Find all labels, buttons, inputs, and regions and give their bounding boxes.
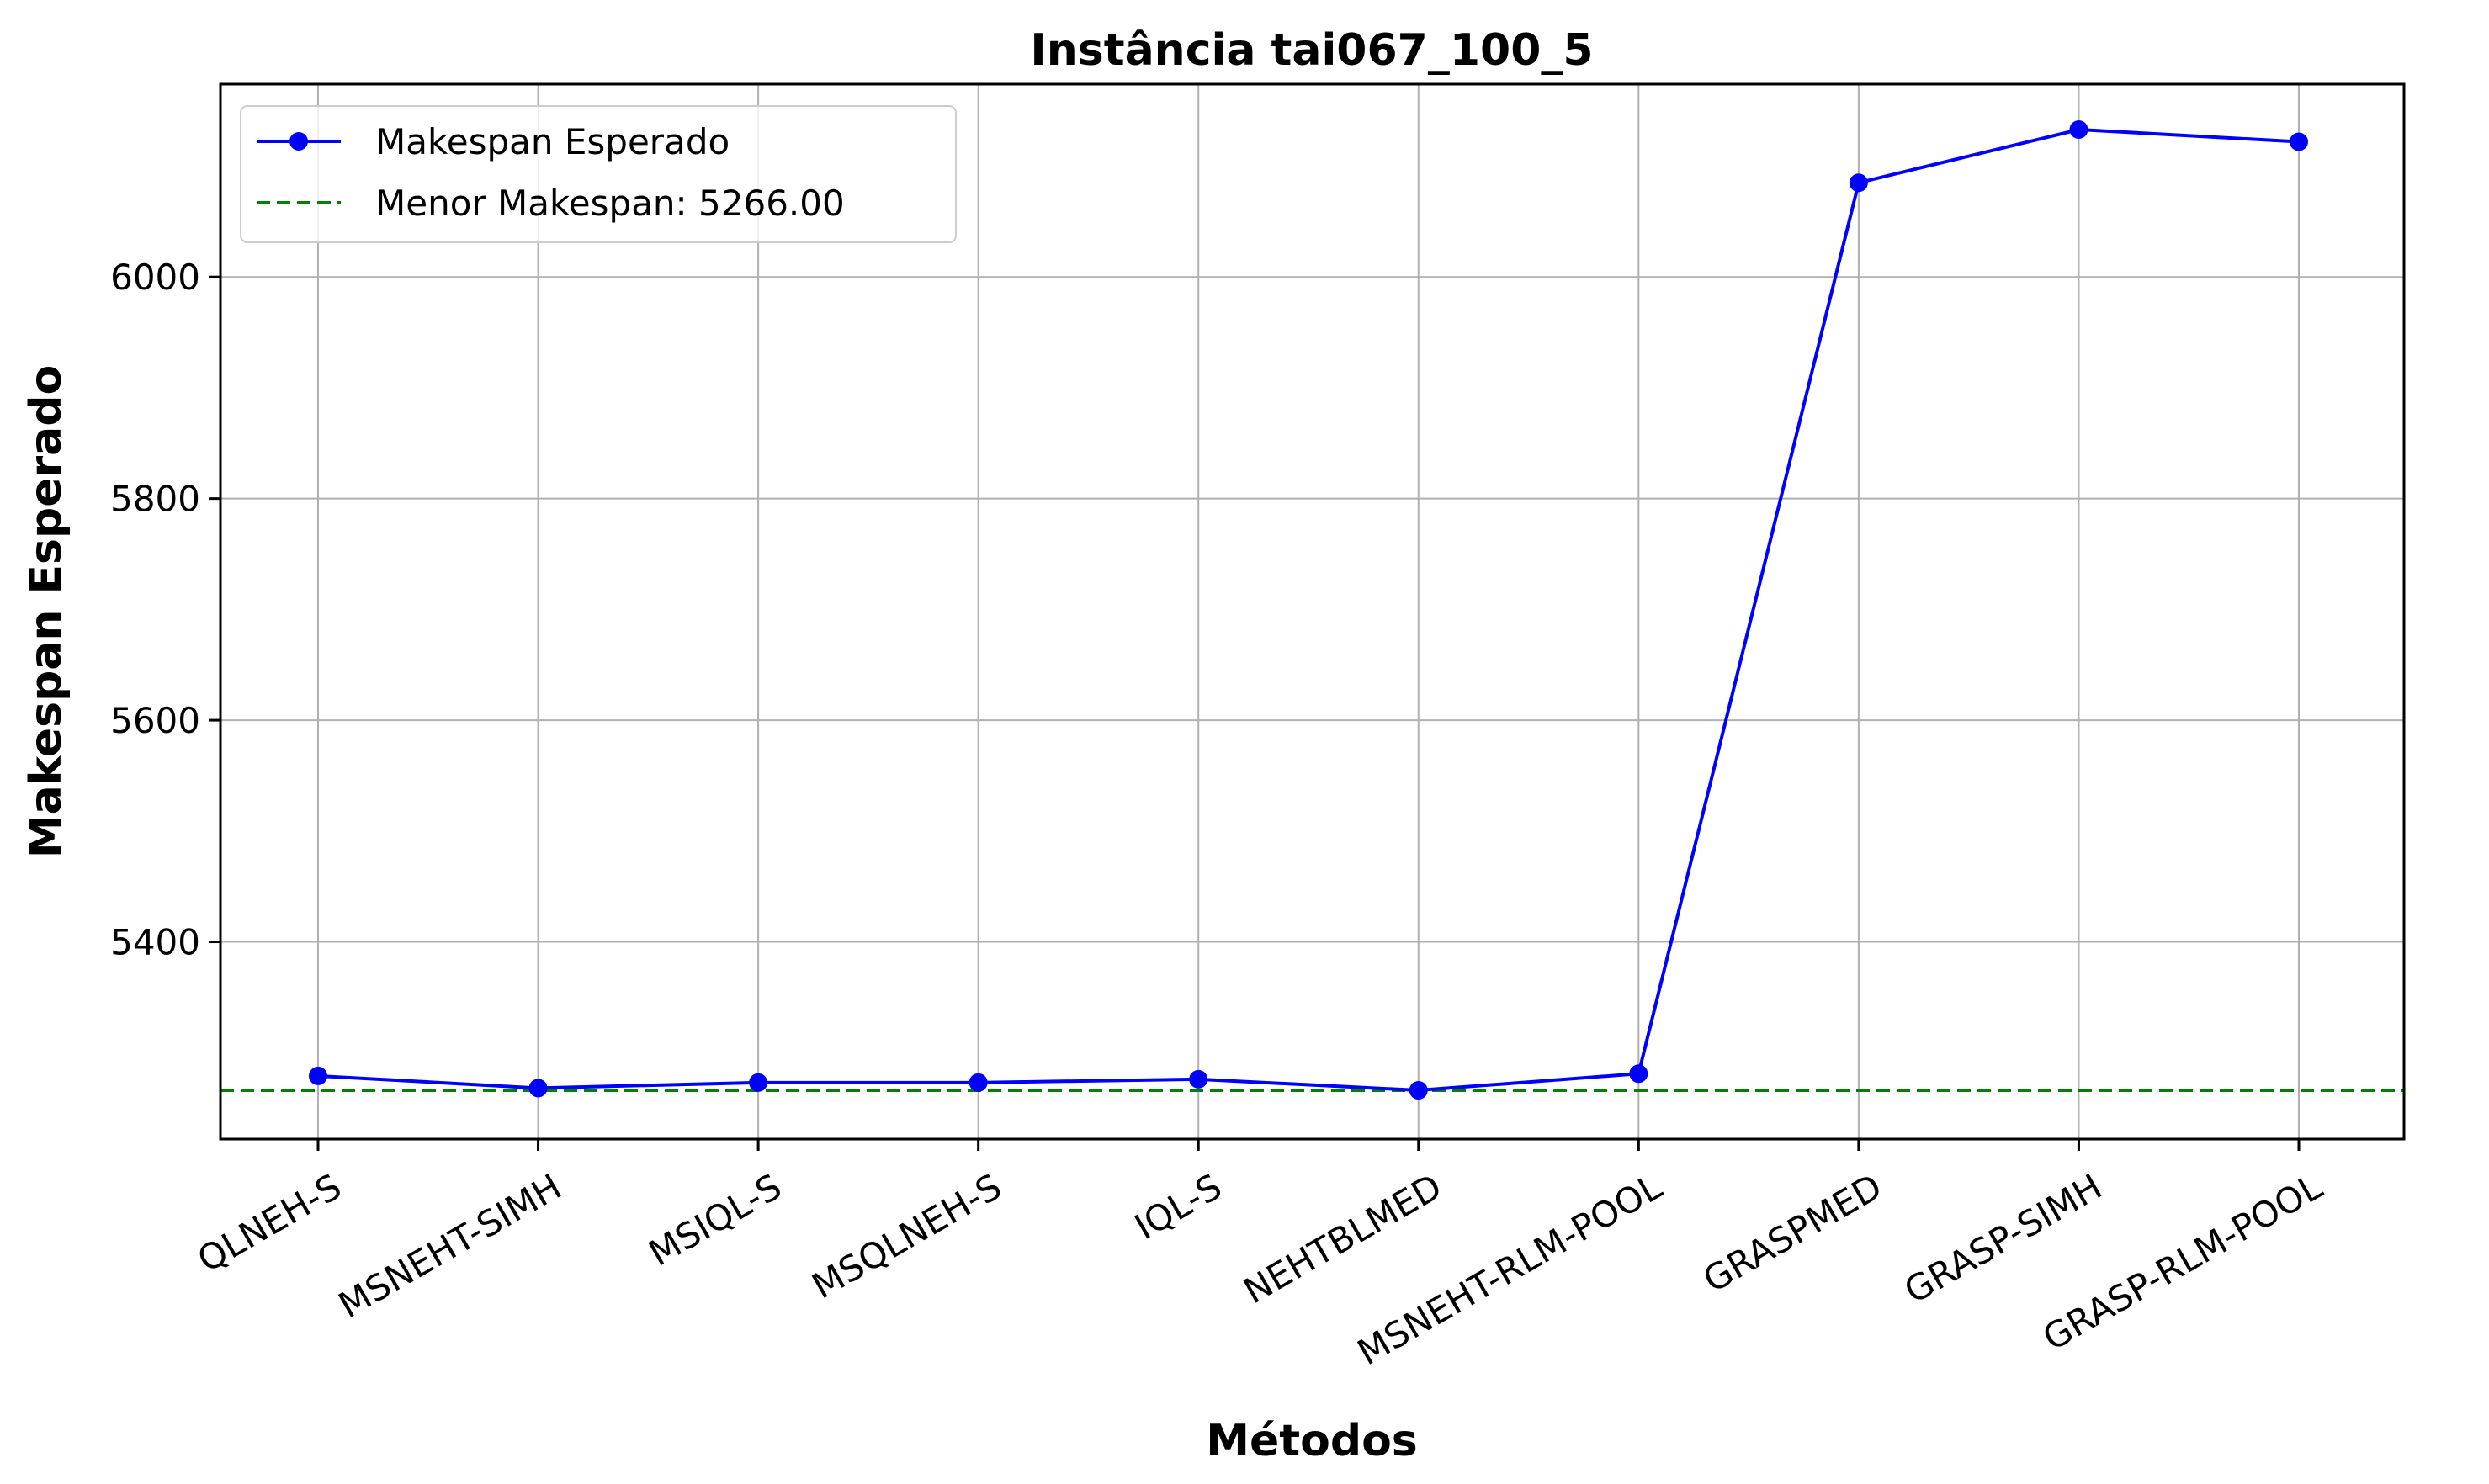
y-tick-label: 5400 — [110, 922, 200, 963]
data-point — [309, 1066, 327, 1085]
chart-title: Instância tai067_100_5 — [1030, 25, 1593, 76]
legend-box — [240, 105, 957, 243]
y-tick-label: 5600 — [110, 700, 200, 741]
data-point — [1409, 1081, 1428, 1100]
grid-lines — [220, 84, 2404, 1139]
legend: Makespan Esperado Menor Makespan: 5266.0… — [240, 105, 957, 243]
data-point — [2290, 132, 2308, 151]
plot-area-frame — [219, 82, 2406, 1141]
series-layer — [309, 120, 2308, 1100]
y-axis-ticks: 5400 5600 5800 6000 — [110, 257, 220, 963]
data-point — [1849, 173, 1868, 193]
y-tick-label: 5800 — [110, 479, 200, 520]
data-point — [528, 1079, 548, 1098]
data-point — [1189, 1069, 1208, 1089]
x-axis-label: Métodos — [1206, 1416, 1418, 1466]
data-point — [2069, 120, 2088, 140]
legend-series-marker — [289, 132, 308, 151]
series-line — [317, 127, 2300, 1093]
data-point — [749, 1073, 768, 1092]
y-tick-label: 6000 — [110, 257, 200, 298]
data-point — [1629, 1064, 1648, 1084]
data-point — [969, 1073, 988, 1092]
y-axis-label: Makespan Esperado — [21, 365, 72, 858]
legend-series-label: Makespan Esperado — [375, 121, 730, 162]
legend-reference-label: Menor Makespan: 5266.00 — [375, 183, 845, 224]
